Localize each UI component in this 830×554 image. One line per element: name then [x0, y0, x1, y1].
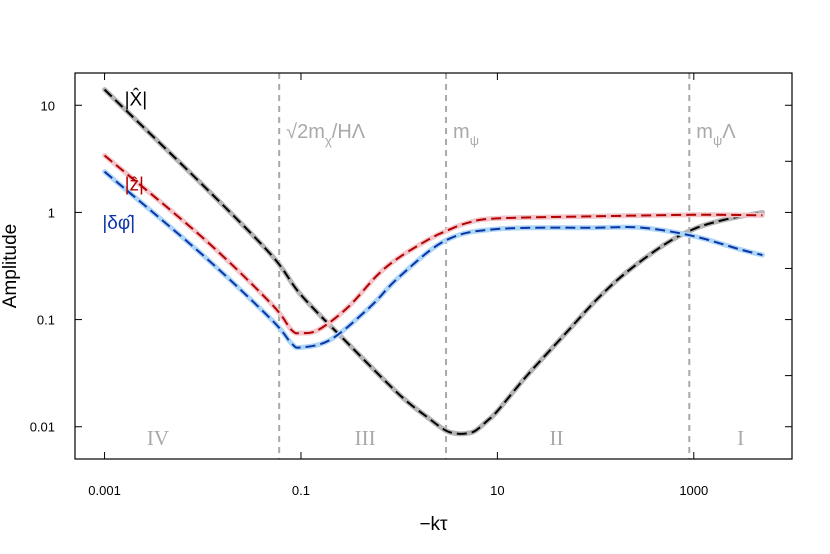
series-label-delta-phi-hat: |δφ̂| [102, 213, 135, 234]
scale-label: mψΛ [696, 121, 736, 148]
series-band-delta-phi-hat [102, 169, 765, 351]
scale-label-main: √2m [286, 121, 325, 143]
plot-frame [74, 72, 793, 460]
series-label-text: |X̂| [125, 88, 148, 110]
y-tick-label: 1 [48, 205, 55, 220]
series-label-z-hat: |ẑ| [125, 175, 144, 196]
scale-label-tail: Λ [722, 121, 736, 143]
series-label-text: |ẑ| [125, 175, 144, 196]
series-label-text: |δφ̂| [102, 213, 135, 234]
series-labels: |X̂| |ẑ| |δφ̂| [102, 88, 147, 234]
region-label: III [355, 426, 376, 450]
y-tick-label: 0.1 [37, 313, 55, 328]
y-tick-label: 10 [41, 98, 55, 113]
region-label: I [737, 426, 744, 450]
scale-label-main: m [453, 121, 470, 143]
series-label-x-hat: |X̂| [125, 88, 148, 110]
x-tick-label: 1000 [679, 483, 708, 498]
scale-label-sub: ψ [713, 133, 722, 148]
region-label: II [550, 426, 564, 450]
scale-label-sub: χ [325, 133, 332, 148]
scale-label-sub: ψ [470, 133, 479, 148]
series-lines [102, 87, 765, 437]
series-line-z-hat [103, 154, 763, 335]
scale-label-tail: /HΛ [332, 121, 366, 143]
scale-label: √2mχ/HΛ [286, 121, 366, 148]
scale-labels: √2mχ/HΛ mψ mψΛ [286, 121, 736, 148]
scale-label: mψ [453, 121, 479, 148]
region-labels: IV III II I [147, 426, 744, 450]
series-line-x-hat [103, 88, 763, 435]
x-tick-label: 10 [490, 483, 504, 498]
x-tick-label: 0.001 [88, 483, 121, 498]
region-label: IV [147, 426, 169, 450]
series-line-delta-phi-hat [103, 170, 763, 349]
x-axis-label: −kτ [419, 514, 448, 535]
axis-ticks: 0.001 0.1 10 1000 0.01 0.1 1 10 [30, 73, 792, 498]
scale-label-main: m [696, 121, 713, 143]
series-band-x-hat [102, 87, 765, 437]
y-axis-label: Amplitude [0, 224, 21, 309]
x-tick-label: 0.1 [292, 483, 310, 498]
y-tick-label: 0.01 [30, 420, 55, 435]
